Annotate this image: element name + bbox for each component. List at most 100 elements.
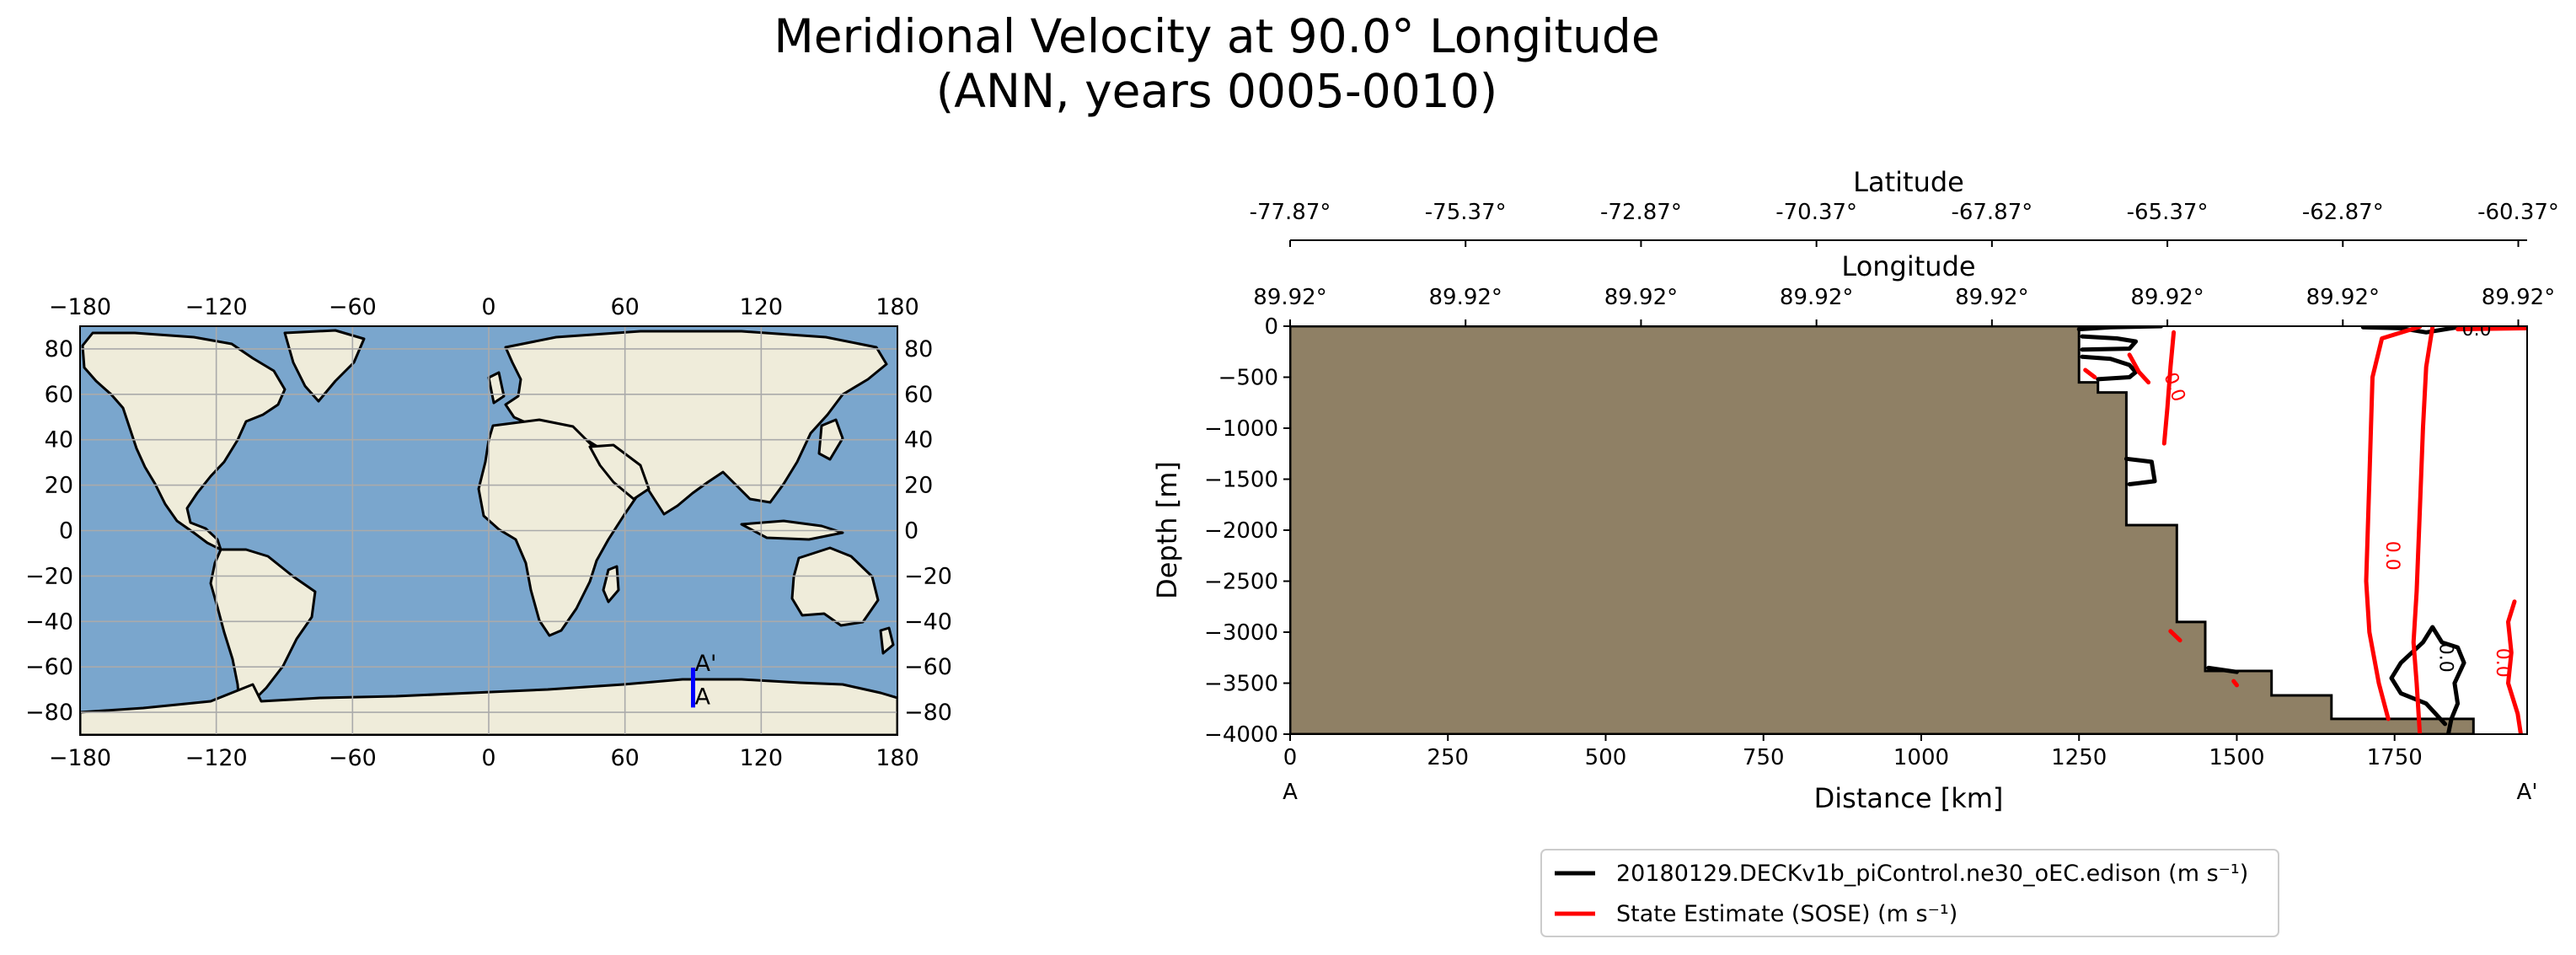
map-lon-tick-top: 180 (876, 294, 919, 320)
contour-line-obs (2364, 326, 2423, 722)
map-lon-tick-top: −120 (185, 294, 248, 320)
land-new-zealand (879, 626, 895, 655)
longitude-tick-label: 89.92° (2130, 285, 2204, 310)
map-lat-tick-right: 60 (904, 382, 933, 408)
longitude-tick-label: 89.92° (1604, 285, 1678, 310)
distance-end-label: A' (2517, 780, 2538, 805)
map-lat-tick-left: 80 (45, 336, 73, 362)
legend-label-model: 20180129.DECKv1b_piControl.ne30_oEC.edis… (1616, 861, 2248, 887)
contour-line-obs (2411, 326, 2435, 734)
map-lon-tick-bottom: 180 (876, 745, 919, 771)
latitude-tick-label: -72.87° (1600, 200, 1682, 225)
contour-lines (2076, 326, 2527, 734)
contour-label: 0.0 (2462, 319, 2492, 341)
contour-line-obs (2168, 629, 2182, 643)
map-lat-tick-right: 0 (904, 518, 918, 545)
map-lat-tick-left: 60 (45, 382, 73, 408)
map-tick-labels: −180 −180 −120 −120 −60 −60 0 0 60 60 120 120 180 180… (25, 294, 952, 771)
contour-line-model (2080, 354, 2139, 382)
map-lat-tick-right: −80 (904, 700, 952, 726)
legend-box (1540, 849, 2279, 937)
map-lon-tick-top: 60 (610, 294, 639, 320)
contour-line-obs (2506, 599, 2523, 734)
contour-label: 0.0 (2435, 643, 2456, 673)
seafloor-bathymetry (1290, 326, 2475, 734)
map-lat-tick-left: 20 (45, 473, 73, 499)
map-lon-tick-top: −180 (49, 294, 111, 320)
contour-line-model (2206, 665, 2239, 674)
map-lon-tick-bottom: −180 (49, 745, 111, 771)
latitude-tick-label: -62.87° (2302, 200, 2384, 225)
contour-labels: 0.00.00.0 0.00.0 (2159, 319, 2513, 678)
x-tick-label: 0 (1283, 745, 1298, 770)
map-panel: A A' −180 −180 −120 −120 −60 −60 0 0 60 60 120 120 1… (25, 294, 952, 771)
latitude-tick-label: -70.37° (1775, 200, 1857, 225)
latitude-axis-label: Latitude (1853, 166, 1964, 198)
map-gridlines (80, 326, 897, 735)
longitude-tick-label: 89.92° (1955, 285, 2028, 310)
longitude-tick-label: 89.92° (2306, 285, 2380, 310)
contour-line-obs (2083, 368, 2097, 379)
map-lat-tick-left: 0 (59, 518, 73, 545)
contour-label: 0.0 (2492, 648, 2513, 678)
transect-end-label: A' (695, 651, 717, 677)
map-landmasses (80, 329, 897, 735)
latitude-tick-label: -77.87° (1250, 200, 1331, 225)
map-lon-tick-bottom: 60 (610, 745, 639, 771)
latitude-tick-label: -65.37° (2127, 200, 2209, 225)
figure-title-line2: (ANN, years 0005-0010) (936, 64, 1497, 118)
longitude-tick-label: 89.92° (1780, 285, 1853, 310)
map-lat-tick-left: −80 (25, 700, 73, 726)
x-tick-label: 750 (1743, 745, 1785, 770)
y-tick-label: −2500 (1204, 570, 1278, 595)
legend-label-obs: State Estimate (SOSE) (m s⁻¹) (1616, 901, 1957, 927)
map-frame (79, 325, 898, 736)
map-lat-tick-left: −60 (25, 654, 73, 680)
longitude-tick-label: 89.92° (1428, 285, 1502, 310)
y-tick-label: −1000 (1204, 416, 1278, 442)
map-lon-tick-top: 120 (740, 294, 784, 320)
contour-line-model (2389, 625, 2466, 734)
contour-line-model (2360, 326, 2466, 335)
land-north-america (81, 331, 287, 551)
map-lon-tick-bottom: −120 (185, 745, 248, 771)
x-tick-label: 1000 (1893, 745, 1949, 770)
map-lat-tick-right: 80 (904, 336, 933, 362)
latitude-tick-label: -67.87° (1951, 200, 2032, 225)
contour-line-model (2123, 456, 2157, 486)
contour-line-obs (2161, 330, 2177, 446)
map-lon-tick-top: −60 (329, 294, 377, 320)
section-axes: 0 250 500 750 1000 1250 1500 1750 0 −500 −1000 −150… (1204, 200, 2559, 770)
land-madagascar (602, 565, 620, 604)
x-tick-label: 1750 (2367, 745, 2423, 770)
map-lon-tick-bottom: 0 (481, 745, 495, 771)
longitude-tick-label: 89.92° (2482, 285, 2555, 310)
latitude-tick-label: -75.37° (1425, 200, 1507, 225)
x-tick-label: 250 (1427, 745, 1469, 770)
contour-line-obs (2231, 679, 2239, 688)
y-tick-label: −3000 (1204, 620, 1278, 646)
map-lat-tick-right: 20 (904, 473, 933, 499)
map-lat-tick-left: −20 (25, 563, 73, 589)
map-lat-tick-right: −60 (904, 654, 952, 680)
y-tick-label: −1500 (1204, 468, 1278, 493)
land-australia (790, 546, 880, 627)
map-lat-tick-right: 40 (904, 427, 933, 453)
contour-line-model (2080, 334, 2139, 352)
contour-line-obs (2127, 352, 2151, 385)
map-lon-tick-bottom: 120 (740, 745, 784, 771)
contour-label: 0.0 (2381, 541, 2402, 571)
x-tick-label: 500 (1585, 745, 1627, 770)
y-tick-label: −2000 (1204, 518, 1278, 544)
y-tick-label: −4000 (1204, 722, 1278, 748)
map-lon-tick-bottom: −60 (329, 745, 377, 771)
y-tick-label: −500 (1218, 366, 1278, 391)
distance-start-label: A (1283, 780, 1298, 805)
map-lat-tick-right: −20 (904, 563, 952, 589)
map-lat-tick-right: −40 (904, 609, 952, 635)
transect-start-label: A (695, 684, 711, 710)
x-tick-label: 1250 (2051, 745, 2107, 770)
legend: 20180129.DECKv1b_piControl.ne30_oEC.edis… (1540, 849, 2279, 937)
map-lat-tick-left: 40 (45, 427, 73, 453)
